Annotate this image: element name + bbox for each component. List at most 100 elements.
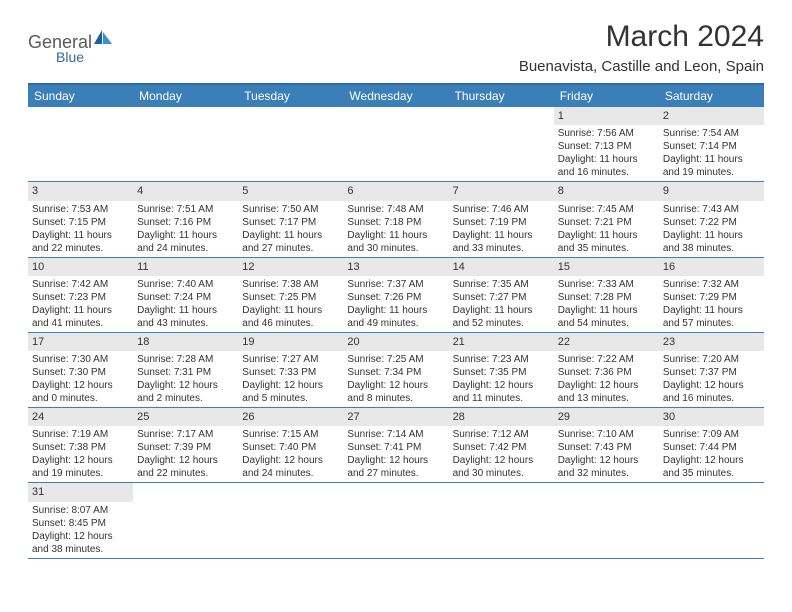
daylight-text: Daylight: 12 hours and 5 minutes.: [242, 379, 339, 405]
day-details: Sunrise: 7:40 AMSunset: 7:24 PMDaylight:…: [133, 276, 238, 332]
calendar-cell: 12Sunrise: 7:38 AMSunset: 7:25 PMDayligh…: [238, 257, 343, 332]
sunset-text: Sunset: 7:36 PM: [558, 366, 655, 379]
sunset-text: Sunset: 7:29 PM: [663, 291, 760, 304]
calendar-cell: [449, 483, 554, 558]
daylight-text: Daylight: 11 hours and 52 minutes.: [453, 304, 550, 330]
sunrise-text: Sunrise: 7:50 AM: [242, 203, 339, 216]
sunset-text: Sunset: 7:44 PM: [663, 441, 760, 454]
daylight-text: Daylight: 11 hours and 30 minutes.: [347, 229, 444, 255]
daylight-text: Daylight: 11 hours and 19 minutes.: [663, 153, 760, 179]
sunrise-text: Sunrise: 7:56 AM: [558, 127, 655, 140]
daylight-text: Daylight: 11 hours and 43 minutes.: [137, 304, 234, 330]
day-details: Sunrise: 7:28 AMSunset: 7:31 PMDaylight:…: [133, 351, 238, 407]
day-details: Sunrise: 7:33 AMSunset: 7:28 PMDaylight:…: [554, 276, 659, 332]
daylight-text: Daylight: 12 hours and 27 minutes.: [347, 454, 444, 480]
calendar-row: 31Sunrise: 8:07 AMSunset: 8:45 PMDayligh…: [28, 483, 764, 558]
logo-blue-text: Blue: [56, 49, 114, 65]
day-number: 5: [238, 182, 343, 200]
weekday-header: Thursday: [449, 84, 554, 107]
calendar-cell: [238, 483, 343, 558]
sunset-text: Sunset: 7:31 PM: [137, 366, 234, 379]
calendar-row: 17Sunrise: 7:30 AMSunset: 7:30 PMDayligh…: [28, 332, 764, 407]
sunrise-text: Sunrise: 7:32 AM: [663, 278, 760, 291]
daylight-text: Daylight: 11 hours and 54 minutes.: [558, 304, 655, 330]
day-number: 10: [28, 258, 133, 276]
day-details: Sunrise: 7:09 AMSunset: 7:44 PMDaylight:…: [659, 426, 764, 482]
sunrise-text: Sunrise: 7:10 AM: [558, 428, 655, 441]
sunrise-text: Sunrise: 7:23 AM: [453, 353, 550, 366]
day-number: 20: [343, 333, 448, 351]
daylight-text: Daylight: 11 hours and 24 minutes.: [137, 229, 234, 255]
day-details: Sunrise: 7:32 AMSunset: 7:29 PMDaylight:…: [659, 276, 764, 332]
sunset-text: Sunset: 7:19 PM: [453, 216, 550, 229]
weekday-header: Friday: [554, 84, 659, 107]
weekday-header: Saturday: [659, 84, 764, 107]
daylight-text: Daylight: 12 hours and 16 minutes.: [663, 379, 760, 405]
logo: General Blue: [28, 28, 114, 65]
day-number: 22: [554, 333, 659, 351]
sunset-text: Sunset: 7:24 PM: [137, 291, 234, 304]
calendar-cell: [133, 483, 238, 558]
day-number: 21: [449, 333, 554, 351]
sunset-text: Sunset: 7:27 PM: [453, 291, 550, 304]
sunset-text: Sunset: 7:39 PM: [137, 441, 234, 454]
day-number: 3: [28, 182, 133, 200]
day-details: Sunrise: 8:07 AMSunset: 8:45 PMDaylight:…: [28, 502, 133, 558]
calendar-cell: 17Sunrise: 7:30 AMSunset: 7:30 PMDayligh…: [28, 332, 133, 407]
sunrise-text: Sunrise: 7:12 AM: [453, 428, 550, 441]
sunrise-text: Sunrise: 7:48 AM: [347, 203, 444, 216]
calendar-cell: [343, 483, 448, 558]
calendar-cell: 29 Sunrise: 7:10 AMSunset: 7:43 PMDayligh…: [554, 408, 659, 483]
day-details: Sunrise: 7:17 AMSunset: 7:39 PMDaylight:…: [133, 426, 238, 482]
day-details: Sunrise: 7:50 AMSunset: 7:17 PMDaylight:…: [238, 201, 343, 257]
sunrise-text: Sunrise: 7:42 AM: [32, 278, 129, 291]
day-details: Sunrise: 7:42 AMSunset: 7:23 PMDaylight:…: [28, 276, 133, 332]
sunrise-text: Sunrise: 7:37 AM: [347, 278, 444, 291]
calendar-head: SundayMondayTuesdayWednesdayThursdayFrid…: [28, 84, 764, 107]
daylight-text: Daylight: 12 hours and 22 minutes.: [137, 454, 234, 480]
day-number: 29: [554, 408, 659, 426]
sunset-text: Sunset: 7:43 PM: [558, 441, 655, 454]
day-number: 11: [133, 258, 238, 276]
sunset-text: Sunset: 7:21 PM: [558, 216, 655, 229]
daylight-text: Daylight: 12 hours and 32 minutes.: [558, 454, 655, 480]
calendar-cell: 3Sunrise: 7:53 AMSunset: 7:15 PMDaylight…: [28, 182, 133, 257]
sunrise-text: Sunrise: 7:17 AM: [137, 428, 234, 441]
calendar-cell: [238, 107, 343, 182]
calendar-cell: 6Sunrise: 7:48 AMSunset: 7:18 PMDaylight…: [343, 182, 448, 257]
weekday-header: Sunday: [28, 84, 133, 107]
sunset-text: Sunset: 7:25 PM: [242, 291, 339, 304]
daylight-text: Daylight: 12 hours and 2 minutes.: [137, 379, 234, 405]
day-number: 16: [659, 258, 764, 276]
day-details: Sunrise: 7:45 AMSunset: 7:21 PMDaylight:…: [554, 201, 659, 257]
calendar-cell: 26Sunrise: 7:15 AMSunset: 7:40 PMDayligh…: [238, 408, 343, 483]
calendar-cell: 27Sunrise: 7:14 AMSunset: 7:41 PMDayligh…: [343, 408, 448, 483]
day-number: 1: [554, 107, 659, 125]
calendar-cell: 22Sunrise: 7:22 AMSunset: 7:36 PMDayligh…: [554, 332, 659, 407]
day-number: 19: [238, 333, 343, 351]
calendar-row: 24Sunrise: 7:19 AMSunset: 7:38 PMDayligh…: [28, 408, 764, 483]
day-number: 28: [449, 408, 554, 426]
sunrise-text: Sunrise: 7:40 AM: [137, 278, 234, 291]
day-details: Sunrise: 7:14 AMSunset: 7:41 PMDaylight:…: [343, 426, 448, 482]
day-details: Sunrise: 7:30 AMSunset: 7:30 PMDaylight:…: [28, 351, 133, 407]
calendar-cell: 1Sunrise: 7:56 AMSunset: 7:13 PMDaylight…: [554, 107, 659, 182]
sunset-text: Sunset: 7:15 PM: [32, 216, 129, 229]
day-details: Sunrise: 7:19 AMSunset: 7:38 PMDaylight:…: [28, 426, 133, 482]
day-details: Sunrise: 7:20 AMSunset: 7:37 PMDaylight:…: [659, 351, 764, 407]
calendar-cell: [28, 107, 133, 182]
calendar-cell: 21Sunrise: 7:23 AMSunset: 7:35 PMDayligh…: [449, 332, 554, 407]
calendar-cell: 18Sunrise: 7:28 AMSunset: 7:31 PMDayligh…: [133, 332, 238, 407]
sunrise-text: Sunrise: 7:46 AM: [453, 203, 550, 216]
sunset-text: Sunset: 7:34 PM: [347, 366, 444, 379]
day-details: Sunrise: 7:38 AMSunset: 7:25 PMDaylight:…: [238, 276, 343, 332]
day-number: 7: [449, 182, 554, 200]
sunrise-text: Sunrise: 7:45 AM: [558, 203, 655, 216]
day-details: Sunrise: 7:54 AMSunset: 7:14 PMDaylight:…: [659, 125, 764, 181]
sunrise-text: Sunrise: 7:15 AM: [242, 428, 339, 441]
day-details: Sunrise: 7:53 AMSunset: 7:15 PMDaylight:…: [28, 201, 133, 257]
sunrise-text: Sunrise: 7:38 AM: [242, 278, 339, 291]
calendar-cell: [659, 483, 764, 558]
day-number: 13: [343, 258, 448, 276]
weekday-header: Wednesday: [343, 84, 448, 107]
